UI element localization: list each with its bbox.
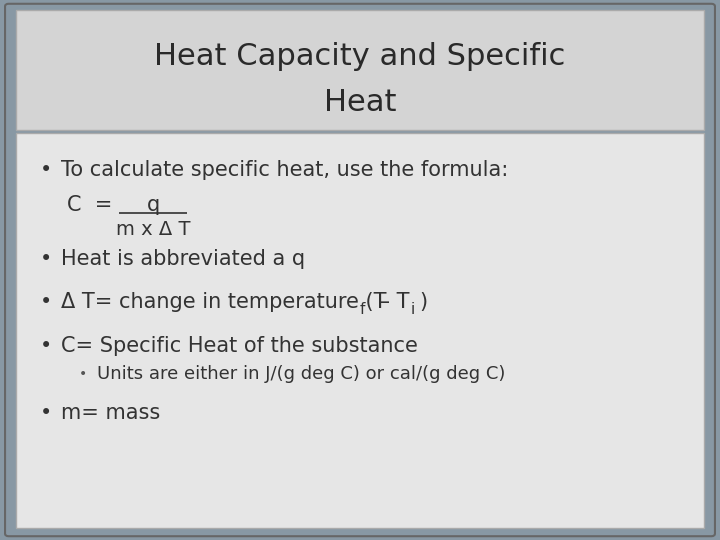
Text: •: •	[40, 403, 52, 423]
Text: – T: – T	[373, 292, 410, 313]
Text: •: •	[40, 249, 52, 269]
Text: •: •	[40, 160, 52, 180]
Text: To calculate specific heat, use the formula:: To calculate specific heat, use the form…	[61, 160, 508, 180]
Text: m x Δ T: m x Δ T	[116, 220, 190, 239]
Text: Heat: Heat	[324, 88, 396, 117]
Text: m= mass: m= mass	[61, 403, 161, 423]
FancyBboxPatch shape	[5, 4, 715, 536]
Text: f: f	[360, 302, 365, 317]
Text: i: i	[410, 302, 415, 317]
Text: C  =: C =	[67, 195, 112, 215]
Text: Heat is abbreviated a q: Heat is abbreviated a q	[61, 249, 305, 269]
Text: •: •	[40, 335, 52, 356]
Text: •: •	[40, 292, 52, 313]
Text: •: •	[79, 367, 87, 381]
Bar	[16, 10, 704, 130]
Text: Δ T= change in temperature (T: Δ T= change in temperature (T	[61, 292, 387, 313]
Text: C= Specific Heat of the substance: C= Specific Heat of the substance	[61, 335, 418, 356]
Bar	[16, 133, 704, 528]
Text: q: q	[146, 195, 160, 215]
Text: Heat Capacity and Specific: Heat Capacity and Specific	[154, 42, 566, 71]
Text: ): )	[420, 292, 428, 313]
Text: Units are either in J/(g deg C) or cal/(g deg C): Units are either in J/(g deg C) or cal/(…	[97, 364, 505, 383]
